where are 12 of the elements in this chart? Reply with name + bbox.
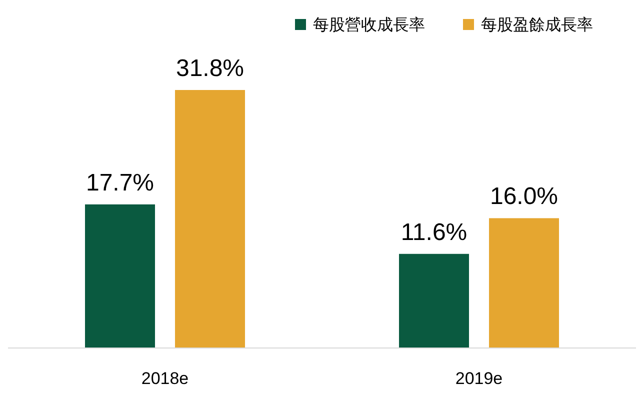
x-tick-label: 2019e	[455, 369, 503, 388]
bar	[399, 254, 469, 348]
bar	[85, 204, 155, 348]
data-label: 17.7%	[86, 169, 154, 196]
bar	[489, 218, 559, 348]
x-tick-label: 2018e	[141, 369, 189, 388]
legend-label: 每股盈餘成長率	[481, 16, 593, 34]
data-label: 31.8%	[176, 55, 244, 82]
bar	[175, 90, 245, 348]
data-label: 16.0%	[490, 183, 558, 210]
legend-label: 每股營收成長率	[313, 16, 425, 34]
data-label: 11.6%	[400, 218, 468, 246]
